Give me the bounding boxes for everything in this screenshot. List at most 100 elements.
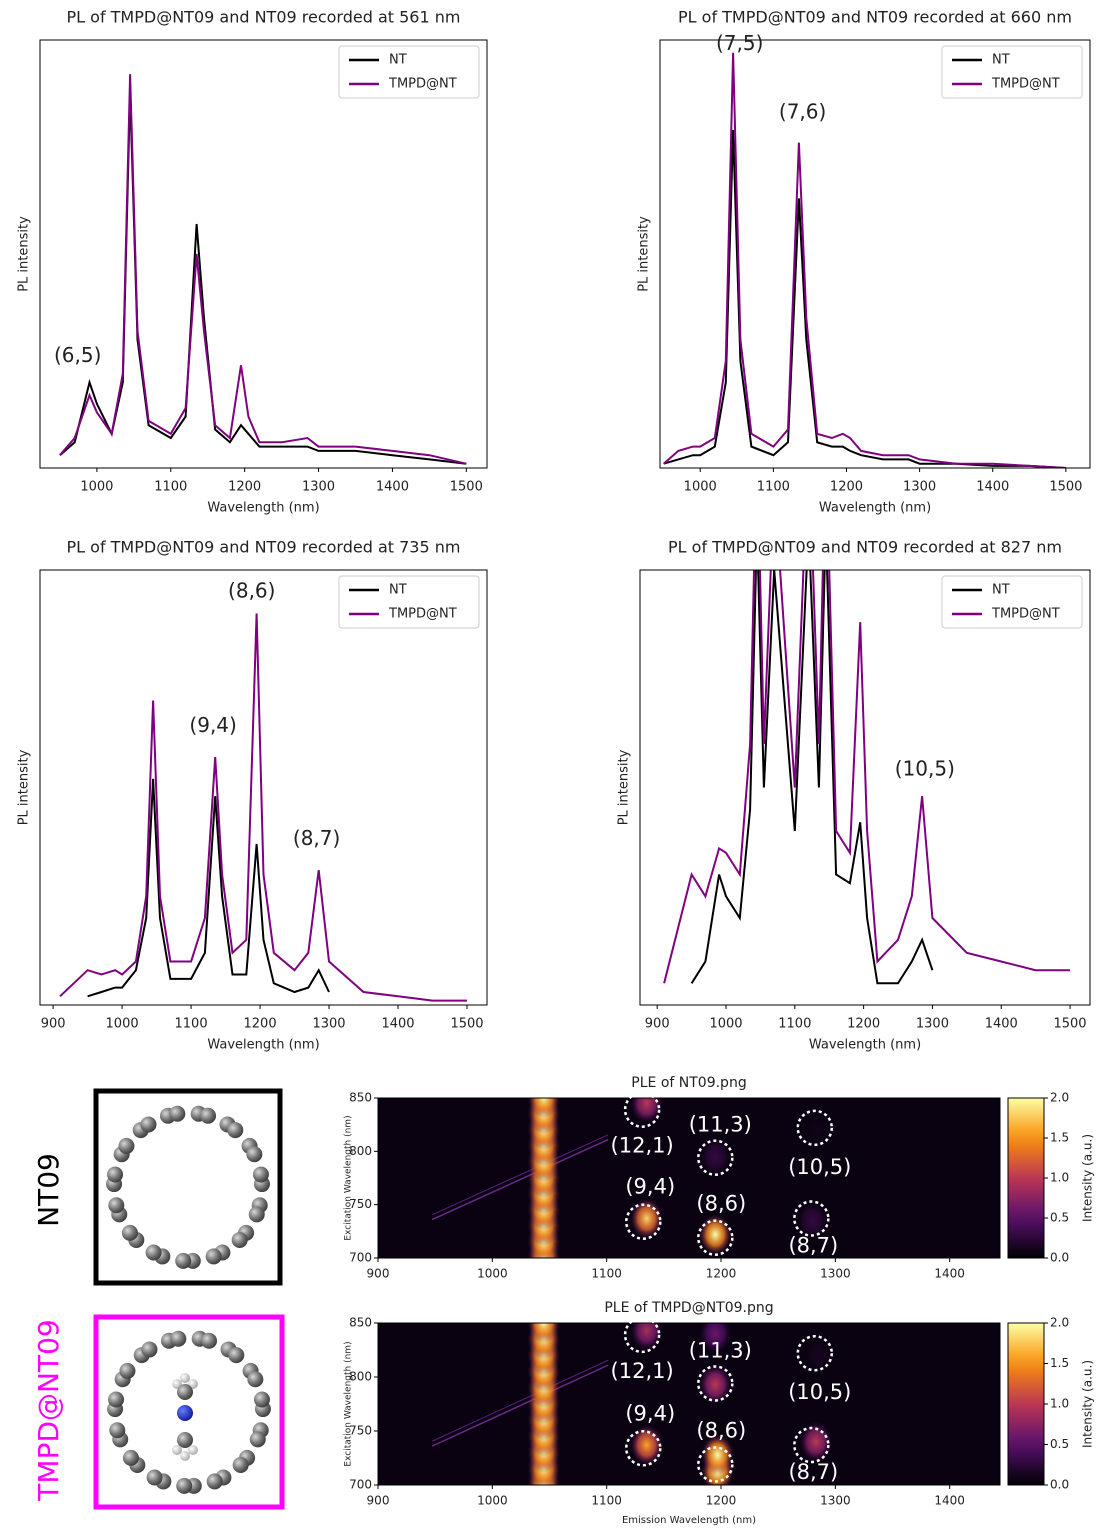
x-tick-label: 1500 [450,480,483,495]
x-axis-label: Wavelength (nm) [207,501,319,516]
atom [176,1477,193,1494]
y-axis-label: PL intensity [17,749,32,825]
atom [232,1456,249,1473]
x-tick-label: 1400 [934,1494,965,1508]
peak [796,1200,829,1241]
peak [630,1323,663,1351]
colorbar-tick-label: 0.5 [1050,1211,1069,1225]
y-tick-label: 800 [349,1144,372,1158]
annotation: (10,5) [788,1380,851,1404]
x-tick-label: 1400 [985,1017,1018,1032]
x-tick-label: 900 [645,1017,670,1032]
colorbar-tick-label: 0.0 [1050,1251,1069,1265]
atom [228,1347,245,1364]
x-tick-label: 1200 [706,1267,737,1281]
chart-title: PL of TMPD@NT09 and NT09 recorded at 735… [67,538,461,557]
annotation: (8,6) [696,1418,746,1442]
annotation-circle [625,1430,662,1467]
atom [119,1362,136,1379]
x-axis-label: Wavelength (nm) [809,1038,921,1053]
colorbar-tick-label: 1.5 [1050,1356,1069,1370]
annotation: (6,5) [54,343,101,367]
x-tick-label: 1200 [706,1494,737,1508]
peak [802,1335,835,1376]
peak [701,1434,734,1475]
x-tick-label: 1300 [820,1267,851,1281]
chart-title: PL of TMPD@NT09 and NT09 recorded at 561… [67,8,461,27]
chart-title: PLE of NT09.png [631,1075,746,1091]
atom [140,1116,157,1133]
x-tick-label: 1000 [80,480,113,495]
colorbar-tick-label: 1.0 [1050,1397,1069,1411]
scatter-line [431,1364,609,1447]
x-tick-label: 1200 [847,1017,880,1032]
annotation-circle [697,1446,734,1483]
x-tick-label: 1300 [312,1017,345,1032]
peak [527,1098,560,1118]
x-tick-label: 1400 [976,480,1009,495]
colorbar [1007,1322,1045,1486]
plot-frame [639,569,1091,1006]
peak [802,1110,835,1150]
series-line [87,778,330,998]
atom [141,1341,158,1358]
chart-title: PL of TMPD@NT09 and NT09 recorded at 827… [668,538,1062,557]
side-label: TMPD@NT09 [32,1319,65,1501]
atom [246,1146,263,1163]
atom [231,1231,248,1248]
x-axis-label: Wavelength (nm) [819,501,931,516]
atom [107,1166,124,1183]
series-line [59,91,467,465]
colorbar [1007,1097,1045,1259]
peak [699,1364,732,1405]
annotation-circle [796,1109,834,1147]
annotation: (11,3) [689,1338,752,1362]
annotation: (8,7) [293,826,340,850]
annotation: (7,5) [716,31,763,55]
annotation-circle [623,1091,661,1128]
atom [109,1422,126,1439]
side-label: NT09 [32,1153,65,1227]
annotation: (12,1) [611,1134,674,1158]
x-tick-label: 1000 [709,1017,742,1032]
x-tick-label: 1300 [302,480,335,495]
atom [172,1445,182,1455]
molecule-frame [93,1088,283,1286]
x-tick-label: 1000 [477,1494,508,1508]
x-tick-label: 1400 [381,1017,414,1032]
legend-label: TMPD@NT [388,607,457,622]
scatter-line [431,1138,609,1221]
y-axis-label: PL intensity [637,216,652,292]
legend-label: TMPD@NT [388,77,457,92]
atom [122,1449,139,1466]
annotation: (12,1) [611,1359,674,1383]
x-tick-label: 900 [367,1267,390,1281]
x-tick-label: 1100 [591,1267,622,1281]
x-tick-label: 1000 [477,1267,508,1281]
annotation: (10,5) [788,1155,851,1179]
atom [170,1330,187,1347]
x-tick-label: 1100 [757,480,790,495]
annotation: (10,5) [895,757,955,781]
atom [108,1391,125,1408]
y-axis-label: Excitation Wavelength (nm) [344,1115,354,1240]
annotation-circle [697,1219,734,1256]
atom [200,1107,217,1124]
x-tick-label: 1500 [450,1017,483,1032]
x-axis-label: Wavelength (nm) [207,1038,319,1053]
colorbar-tick-label: 2.0 [1050,1091,1069,1105]
annotation-circle [697,1139,734,1176]
x-tick-label: 1400 [934,1267,965,1281]
x-tick-label: 1100 [591,1494,622,1508]
scatter-line [431,1134,609,1216]
legend-label: NT [992,583,1010,598]
x-tick-label: 900 [41,1017,66,1032]
legend-label: NT [389,583,407,598]
molecule-drawings [106,1105,271,1494]
atom [253,1391,270,1408]
plot-frame [377,1322,1001,1486]
annotation: (9,4) [189,713,236,737]
annotation-circle [793,1426,830,1464]
peak [630,1425,663,1466]
